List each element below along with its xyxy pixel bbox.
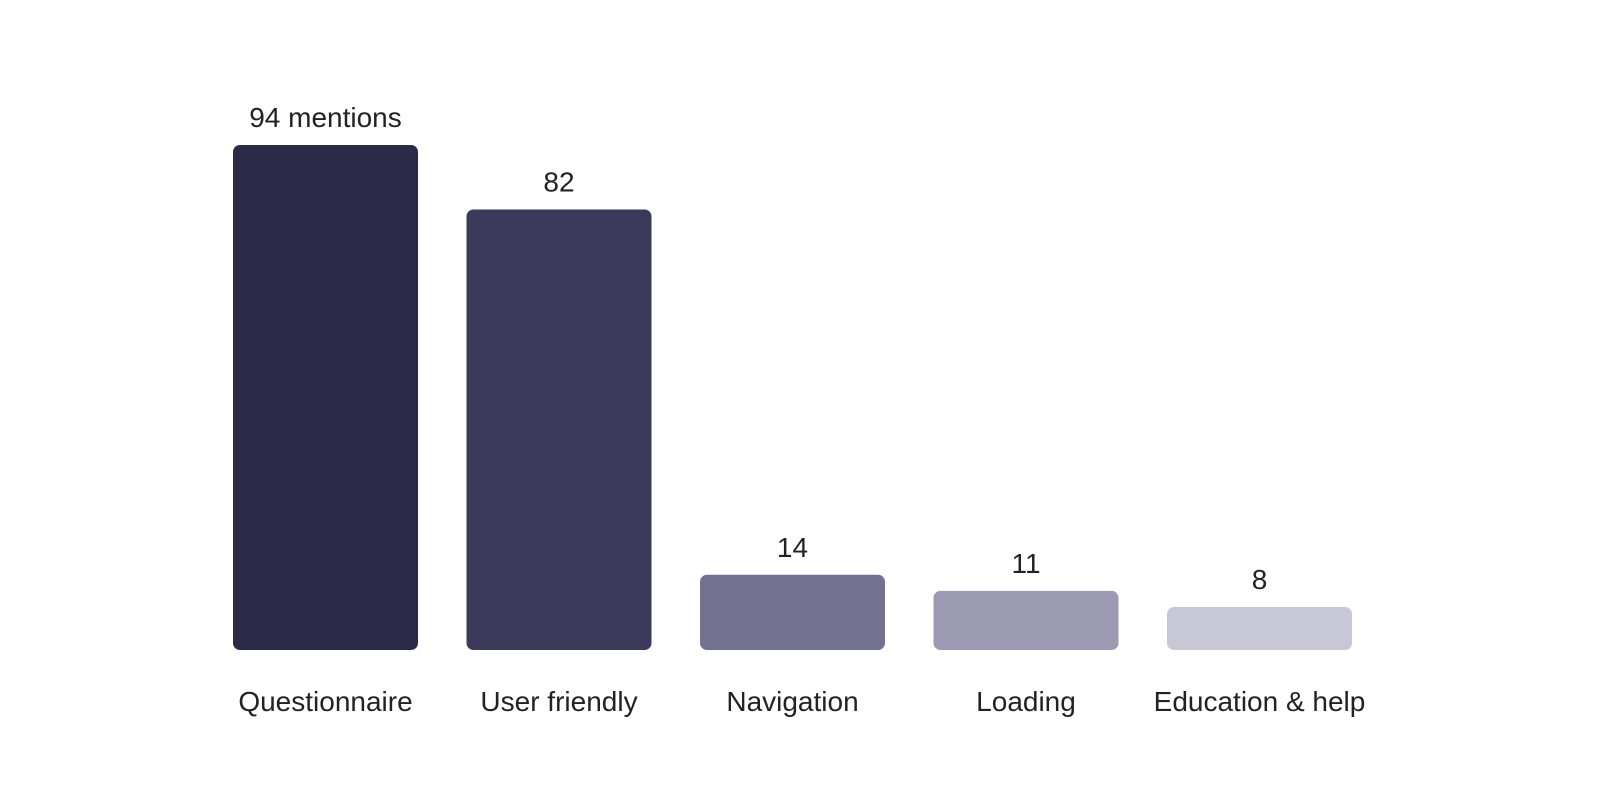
category-label: Questionnaire xyxy=(238,686,412,717)
bar-2 xyxy=(700,574,885,650)
bar-value-label: 11 xyxy=(1011,548,1040,579)
category-labels-layer: Questionnaire User friendly Navigation Load… xyxy=(238,686,1365,717)
category-label: Loading xyxy=(976,686,1076,717)
bar-4 xyxy=(1167,607,1352,650)
bar-0 xyxy=(233,145,418,650)
category-label: User friendly xyxy=(480,686,637,717)
bar-1 xyxy=(466,209,652,650)
category-label: Navigation xyxy=(726,686,858,717)
bars-layer xyxy=(233,145,1352,650)
bar-3 xyxy=(933,590,1119,650)
value-labels-layer: 94 mentions 82 14 11 8 xyxy=(249,102,1267,595)
bar-value-label: 82 xyxy=(543,166,574,197)
bar-value-label: 94 mentions xyxy=(249,102,402,133)
bar-value-label: 8 xyxy=(1252,564,1268,595)
bar-value-label: 14 xyxy=(777,532,808,563)
category-label: Education & help xyxy=(1154,686,1366,717)
